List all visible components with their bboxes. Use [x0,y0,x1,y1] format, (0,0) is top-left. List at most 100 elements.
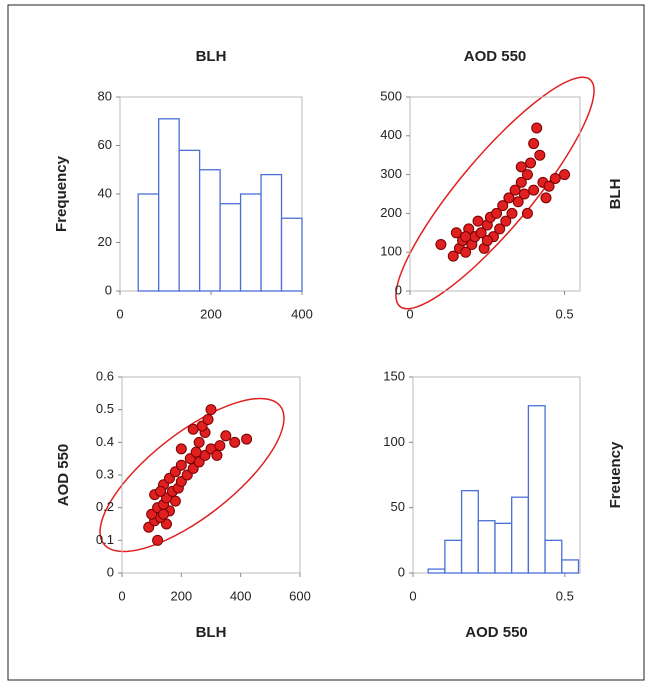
y-tick-label: 0.5 [96,401,114,416]
x-tick-label: 400 [230,588,252,603]
y-tick-label: 100 [383,434,405,449]
x-tick-label: 0 [406,306,413,321]
y-tick-label: 0 [107,564,114,579]
x-tick-label: 0 [409,588,416,603]
point [220,430,232,442]
bar [477,520,496,574]
point [515,176,527,188]
point [543,180,555,192]
y-tick-label: 100 [380,244,402,259]
y-axis-label: AOD 550 [55,444,72,507]
point [460,231,472,243]
point [214,440,226,452]
point [152,534,164,546]
point [155,485,167,497]
y-tick-label: 60 [98,137,112,152]
point [205,404,217,416]
y-tick-label: 0 [105,282,112,297]
point [497,200,509,212]
y-tick-label: 50 [391,499,405,514]
point [559,169,571,181]
point [202,413,214,425]
point [528,138,540,150]
point [521,169,533,181]
point [549,172,561,184]
bar [260,173,283,292]
y-tick-label: 200 [380,205,402,220]
y-axis-label: BLH [607,179,624,210]
y-tick-label: 0.1 [96,532,114,547]
bar [527,405,546,574]
bar [427,568,446,574]
point [475,227,487,239]
frame [7,4,645,681]
chart-title: AOD 550 [464,48,527,65]
y-tick-label: 400 [380,127,402,142]
bar [444,539,463,574]
y-tick-label: 0.2 [96,499,114,514]
point [447,250,459,262]
point [241,433,253,445]
bar [460,490,479,574]
point [512,196,524,208]
y-axis-label: Frequency [53,155,70,232]
point [435,238,447,250]
y-tick-label: 20 [98,234,112,249]
y-tick-label: 0 [395,282,402,297]
y-tick-label: 500 [380,88,402,103]
y-tick-label: 300 [380,166,402,181]
y-tick-label: 0.6 [96,368,114,383]
x-tick-label: 200 [200,306,222,321]
x-tick-label: 0 [116,306,123,321]
point [190,446,202,458]
point [540,192,552,204]
point [531,122,543,134]
point [506,207,518,219]
x-axis-label: BLH [196,624,227,641]
point [534,149,546,161]
bar [198,169,221,292]
y-tick-label: 0 [398,564,405,579]
y-tick-label: 80 [98,88,112,103]
x-axis-label: AOD 550 [465,624,528,641]
bar [137,193,160,292]
x-tick-label: 0.5 [556,588,574,603]
point [158,508,170,520]
point [211,449,223,461]
chart-title: BLH [196,48,227,65]
point [503,192,515,204]
point [193,436,205,448]
x-tick-label: 0 [118,588,125,603]
y-tick-label: 0.4 [96,434,114,449]
bar [280,217,303,292]
plot-area [409,96,581,292]
point [500,215,512,227]
point [460,246,472,258]
point [450,227,462,239]
x-tick-label: 600 [289,588,311,603]
point [481,235,493,247]
bar [511,496,530,574]
bar [544,539,563,574]
point [525,157,537,169]
point [175,459,187,471]
point [229,436,241,448]
bar [239,193,262,292]
bar [561,559,580,574]
y-tick-label: 150 [383,368,405,383]
point [509,184,521,196]
x-tick-label: 200 [170,588,192,603]
x-tick-label: 0.5 [556,306,574,321]
confidence-ellipse [99,397,285,553]
point [491,207,503,219]
y-axis-label: Freuency [607,441,624,508]
confidence-ellipse [395,76,595,310]
x-tick-label: 400 [291,306,313,321]
point [518,188,530,200]
bar [494,522,513,574]
point [494,223,506,235]
bar [158,118,180,292]
bar [219,203,242,292]
y-tick-label: 40 [98,185,112,200]
